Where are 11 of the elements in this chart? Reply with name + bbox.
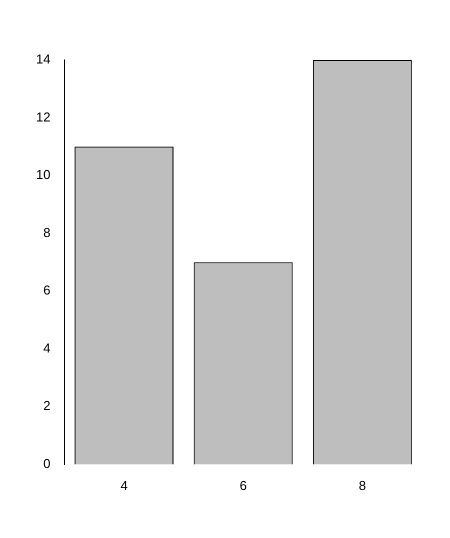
y-tick-label: 4 — [43, 340, 50, 356]
y-tick-label: 8 — [43, 224, 50, 240]
y-tick-label: 2 — [43, 398, 50, 414]
y-tick-label: 6 — [43, 282, 50, 298]
x-tick-label: 6 — [240, 478, 247, 493]
y-tick-label: 14 — [36, 52, 50, 67]
y-tick-label: 12 — [36, 109, 50, 124]
y-tick-label: 10 — [36, 167, 50, 182]
x-tick-label: 8 — [358, 478, 366, 493]
x-tick-label: 4 — [120, 478, 128, 493]
y-tick-label: 0 — [43, 456, 50, 471]
